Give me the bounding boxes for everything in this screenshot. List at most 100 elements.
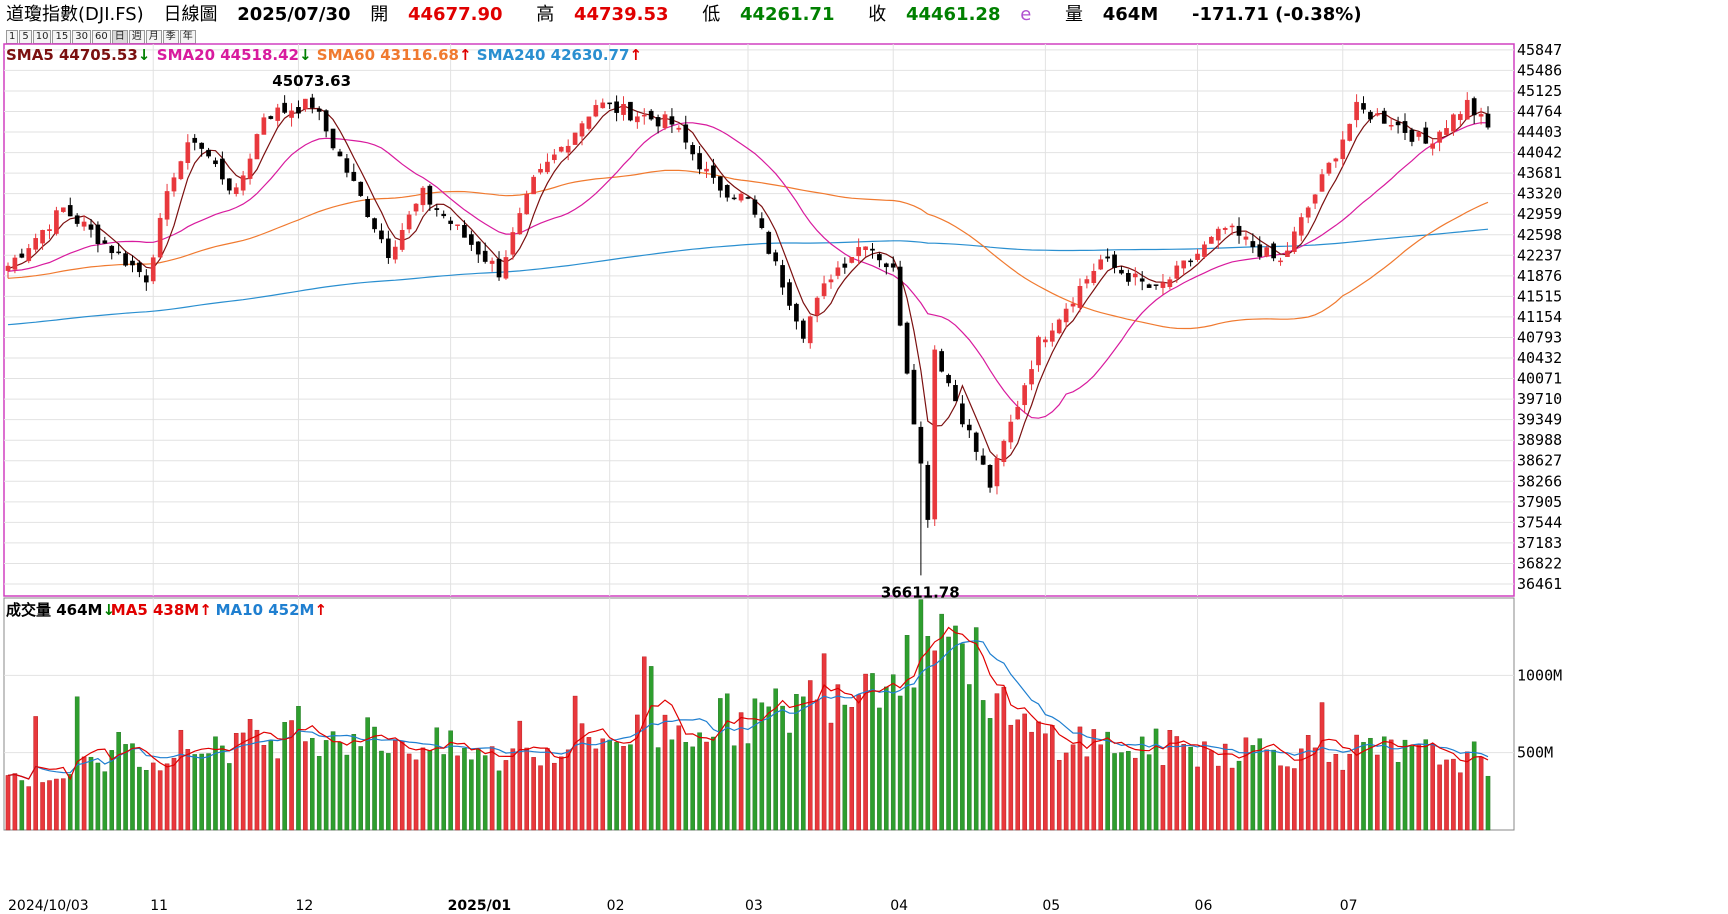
sma60-line: [7, 169, 1489, 330]
candle-body: [482, 250, 488, 262]
candle-body: [1126, 273, 1131, 282]
candle-body: [1202, 244, 1207, 257]
volume-bar: [718, 698, 723, 831]
candle-body: [718, 176, 723, 191]
x-tick-label: 2025/01: [448, 898, 512, 914]
candle-body: [1043, 339, 1048, 343]
volume-bar: [296, 706, 301, 831]
volume-legend-1: MA5 438M↑: [111, 601, 212, 619]
candle-body: [711, 165, 716, 178]
candle-body: [74, 215, 80, 224]
candle-body: [662, 114, 668, 129]
candle-body: [635, 116, 640, 123]
volume-bar: [185, 749, 191, 831]
candle-body: [1056, 319, 1062, 334]
price-tick-label: 36822: [1517, 554, 1562, 572]
volume-bar: [351, 734, 357, 831]
volume-bar: [1312, 747, 1318, 831]
candle-body: [1423, 127, 1429, 144]
volume-bar: [150, 762, 156, 831]
price-tick-label: 37905: [1517, 493, 1562, 511]
volume-bar: [1043, 733, 1048, 831]
candle-body: [863, 246, 868, 250]
volume-bar: [1416, 744, 1422, 831]
volume-bar: [1063, 752, 1069, 831]
candle-body: [641, 114, 647, 117]
candle-body: [821, 283, 827, 297]
volume-bar: [116, 732, 121, 831]
candle-body: [877, 254, 882, 261]
volume-bar: [1167, 730, 1173, 831]
volume-bar: [987, 718, 993, 831]
candle-body: [1464, 99, 1470, 120]
volume-bar: [206, 753, 211, 831]
volume-bar: [897, 695, 903, 831]
candle-body: [801, 320, 806, 339]
candle-body: [1381, 110, 1387, 124]
candle-body: [1119, 269, 1124, 274]
candle-body: [296, 107, 301, 114]
period-toolbar: 1 5 10 15 30 60 日週月季年: [6, 30, 196, 44]
volume-bar: [1347, 753, 1352, 831]
candle-body: [1084, 279, 1090, 284]
price-tick-label: 42598: [1517, 226, 1562, 244]
volume-tick-label: 1000M: [1517, 666, 1562, 684]
volume-bar: [531, 757, 536, 831]
volume-value: 464M: [1102, 4, 1159, 25]
volume-bar: [593, 748, 599, 831]
candle-body: [316, 108, 322, 112]
candle-body: [150, 257, 156, 282]
candle-body: [911, 369, 917, 425]
price-panel-frame: [3, 43, 1515, 597]
candle-body: [379, 230, 384, 240]
volume-bar: [489, 746, 495, 831]
candle-body: [323, 110, 329, 132]
candle-body: [690, 145, 695, 155]
volume-bar: [1451, 758, 1456, 831]
candle-body: [427, 185, 433, 205]
candle-body: [814, 297, 820, 316]
candle-body: [441, 213, 447, 217]
volume-bar: [233, 733, 239, 831]
candle-body: [386, 238, 391, 259]
volume-bar: [607, 739, 612, 831]
candle-body: [994, 458, 1000, 487]
volume-bar: [1395, 761, 1401, 831]
candle-body: [1264, 247, 1270, 257]
candle-body: [95, 224, 101, 244]
volume-bar: [399, 741, 405, 831]
candle-body: [289, 110, 294, 118]
candle-body: [116, 251, 121, 254]
volume-bar: [1036, 721, 1041, 831]
volume-bar: [1209, 750, 1214, 831]
volume-bar: [731, 745, 737, 831]
volume-bar: [386, 753, 391, 831]
candle-body: [130, 260, 135, 266]
candle-body: [1451, 114, 1456, 132]
price-legend-1: SMA20 44518.42↓: [157, 46, 312, 64]
candle-body: [1305, 207, 1311, 218]
volume-bar: [1112, 753, 1117, 831]
volume-bar: [807, 680, 813, 831]
volume-bar: [538, 765, 543, 831]
candle-body: [1243, 236, 1249, 240]
volume-bar: [33, 716, 38, 831]
candle-body: [883, 263, 889, 268]
volume-bar: [365, 717, 370, 831]
candle-body: [330, 128, 336, 149]
volume-bar: [994, 693, 1000, 831]
candle-body: [676, 127, 682, 130]
candle-body: [47, 229, 52, 231]
candle-body: [1215, 228, 1221, 241]
price-tick-label: 44764: [1517, 102, 1562, 120]
volume-bar: [344, 754, 350, 831]
volume-bar: [192, 754, 198, 831]
volume-bar: [1070, 744, 1076, 831]
candle-body: [475, 241, 481, 255]
candle-body: [890, 263, 896, 268]
candle-body: [1174, 265, 1180, 279]
volume-bar: [759, 702, 765, 831]
candle-body: [946, 374, 951, 384]
volume-bar: [1098, 744, 1103, 831]
